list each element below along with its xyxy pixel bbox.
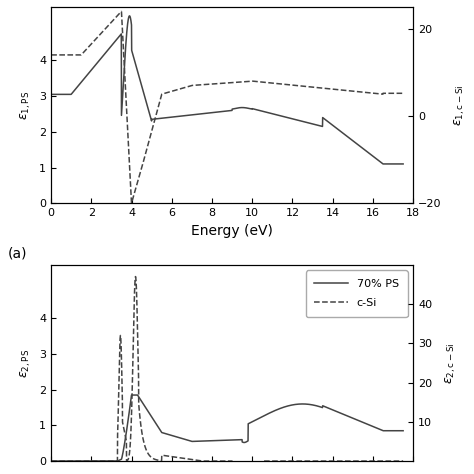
X-axis label: Energy (eV): Energy (eV) [191, 224, 273, 237]
Text: (a): (a) [8, 246, 27, 260]
Y-axis label: $\varepsilon_{1,\mathrm{c-Si}}$: $\varepsilon_{1,\mathrm{c-Si}}$ [453, 84, 467, 126]
Legend: 70% PS, c-Si: 70% PS, c-Si [306, 270, 408, 317]
Y-axis label: $\varepsilon_{1,\mathrm{PS}}$: $\varepsilon_{1,\mathrm{PS}}$ [19, 91, 34, 119]
Y-axis label: $\varepsilon_{2,\mathrm{c-Si}}$: $\varepsilon_{2,\mathrm{c-Si}}$ [443, 342, 458, 384]
Y-axis label: $\varepsilon_{2,\mathrm{PS}}$: $\varepsilon_{2,\mathrm{PS}}$ [19, 348, 34, 377]
